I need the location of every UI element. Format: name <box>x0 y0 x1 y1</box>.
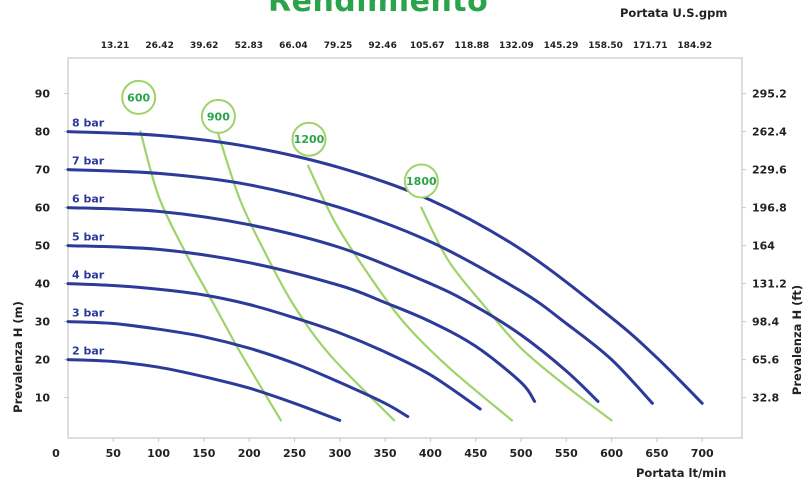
iso-bubble-label: 1800 <box>406 175 437 188</box>
x2-tick-label: 66.04 <box>279 41 307 51</box>
curve-label: 4 bar <box>72 269 105 282</box>
x-tick-label: 500 <box>510 447 533 460</box>
x2-axis-label: Portata U.S.gpm <box>620 6 728 20</box>
x-tick-label: 550 <box>555 447 578 460</box>
y-tick-label: 30 <box>35 316 51 329</box>
iso-bubble-label: 1200 <box>294 133 325 146</box>
iso-bubble-label: 600 <box>127 91 150 104</box>
curve-5-bar <box>66 244 537 403</box>
x-tick-label: 350 <box>374 447 397 460</box>
iso-bubble <box>291 121 327 157</box>
curve-7-bar <box>66 168 654 405</box>
x2-tick-label: 158.50 <box>588 41 623 51</box>
x2-tick-label: 92.46 <box>368 41 396 51</box>
curve-label: 3 bar <box>72 307 105 320</box>
x2-tick-label: 171.71 <box>633 41 668 51</box>
curve-2-bar <box>66 358 342 422</box>
y2-tick-label: 164 <box>752 240 775 253</box>
x2-tick-label: 105.67 <box>410 41 445 51</box>
x2-tick-label: 184.92 <box>677 41 712 51</box>
x2-tick-label: 79.25 <box>324 41 352 51</box>
x-axis-ticks: 0 50 100 150 200 250 300 350 400 450 500 550 600 650 7… <box>52 438 714 460</box>
y-tick-label: 50 <box>35 240 51 253</box>
x2-tick-label: 26.42 <box>145 41 173 51</box>
chart-title: Rendimiento <box>268 0 489 19</box>
plot-border <box>67 57 743 439</box>
y-tick-label: 20 <box>35 354 51 367</box>
y-tick-label: 80 <box>35 126 51 139</box>
x-axis-label: Portata lt/min <box>636 466 727 480</box>
y2-tick-label: 131.2 <box>752 278 787 291</box>
curve-4-bar <box>66 282 482 411</box>
x-tick-label: 450 <box>464 447 487 460</box>
iso-bubble <box>403 163 439 199</box>
y-tick-label: 90 <box>35 88 51 101</box>
iso-bubble-label: 900 <box>207 110 230 123</box>
x-tick-label: 400 <box>419 447 442 460</box>
y-axis-label: Prevalenza H (m) <box>11 301 25 413</box>
y-tick-label: 70 <box>35 164 51 177</box>
x-tick-label: 600 <box>600 447 623 460</box>
x2-tick-label: 13.21 <box>101 41 129 51</box>
bar-curves <box>66 130 704 422</box>
x2-tick-label: 118.88 <box>454 41 489 51</box>
curve-6-bar <box>66 206 600 403</box>
y2-tick-label: 65.6 <box>752 354 779 367</box>
x-tick-label: 700 <box>691 447 714 460</box>
curve-labels: 2 bar 3 bar 4 bar 5 bar 6 bar 7 bar 8 bar <box>72 117 105 358</box>
y2-tick-label: 196.8 <box>752 202 787 215</box>
iso-curve-900 <box>216 130 396 422</box>
plot-frame <box>67 57 743 439</box>
y2-tick-label: 262.4 <box>752 126 787 139</box>
iso-curve-1800 <box>420 206 613 422</box>
x-tick-label: 250 <box>283 447 306 460</box>
x-tick-label: 0 <box>52 447 60 460</box>
curve-label: 6 bar <box>72 193 105 206</box>
curve-label: 7 bar <box>72 155 105 168</box>
curve-8-bar <box>66 130 704 405</box>
y2-axis-label: Prevalenza H (ft) <box>790 285 804 395</box>
curve-label: 8 bar <box>72 117 105 130</box>
x2-tick-label: 132.09 <box>499 41 534 51</box>
y2-tick-label: 98.4 <box>752 316 779 329</box>
x2-tick-label: 39.62 <box>190 41 218 51</box>
y2-axis-ticks: 32.8 65.6 98.4 131.2 164 196.8 229.6 262.4 295.2 <box>742 88 787 405</box>
x-tick-label: 200 <box>238 447 261 460</box>
iso-bubble <box>200 98 236 134</box>
curve-3-bar <box>66 320 410 419</box>
y2-tick-label: 229.6 <box>752 164 787 177</box>
x2-tick-label: 52.83 <box>235 41 263 51</box>
curve-label: 2 bar <box>72 345 105 358</box>
y2-tick-label: 295.2 <box>752 88 787 101</box>
y-tick-label: 10 <box>35 392 51 405</box>
x-tick-label: 100 <box>147 447 170 460</box>
x-tick-label: 150 <box>192 447 215 460</box>
iso-curve-600 <box>139 130 282 422</box>
y-axis-ticks: 10 20 30 40 50 60 70 80 90 <box>35 88 68 405</box>
x2-axis-ticks: 13.21 26.42 39.62 52.83 66.04 79.25 92.46 105.6… <box>101 41 712 51</box>
iso-bubbles: 600 900 1200 1800 <box>121 79 439 199</box>
x-tick-label: 50 <box>106 447 122 460</box>
y-tick-label: 40 <box>35 278 51 291</box>
x-tick-label: 650 <box>645 447 668 460</box>
x2-tick-label: 145.29 <box>544 41 579 51</box>
x-tick-label: 300 <box>328 447 351 460</box>
iso-bubble <box>121 79 157 115</box>
y-tick-label: 60 <box>35 202 51 215</box>
curve-label: 5 bar <box>72 231 105 244</box>
y2-tick-label: 32.8 <box>752 392 779 405</box>
